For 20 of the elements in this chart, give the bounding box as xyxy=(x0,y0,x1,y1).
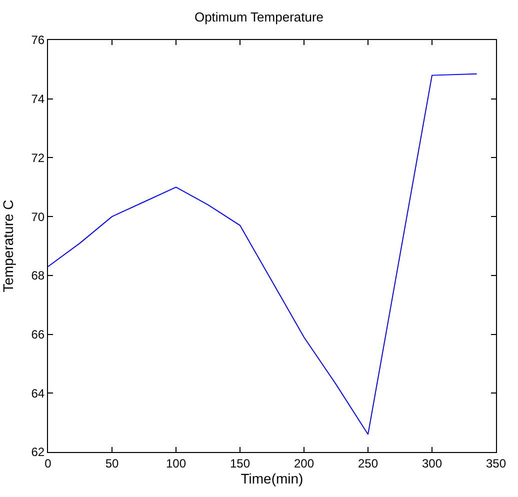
line-series xyxy=(48,73,478,435)
x-tick-label: 100 xyxy=(166,456,186,470)
y-tick-label: 74 xyxy=(31,92,45,106)
y-tick-label: 62 xyxy=(31,445,45,460)
y-tick-label: 76 xyxy=(31,33,45,48)
x-tick-label: 250 xyxy=(358,456,378,470)
chart-title: Optimum Temperature xyxy=(194,10,324,25)
x-tick-label: 0 xyxy=(44,456,52,470)
y-tick-label: 64 xyxy=(31,386,45,400)
x-tick-label: 150 xyxy=(230,456,250,470)
y-axis-title: Temperature C xyxy=(0,200,16,292)
x-axis-title: Time(min) xyxy=(240,470,304,486)
y-tick-label: 72 xyxy=(31,150,45,165)
x-tick-label: 50 xyxy=(105,456,119,470)
y-tick-label: 68 xyxy=(31,268,45,283)
y-tick-label: 66 xyxy=(31,327,45,342)
x-tick-label: 300 xyxy=(422,456,442,470)
x-tick-label: 350 xyxy=(486,456,506,470)
y-tick-label: 70 xyxy=(31,210,45,224)
x-tick-label: 200 xyxy=(294,456,314,470)
